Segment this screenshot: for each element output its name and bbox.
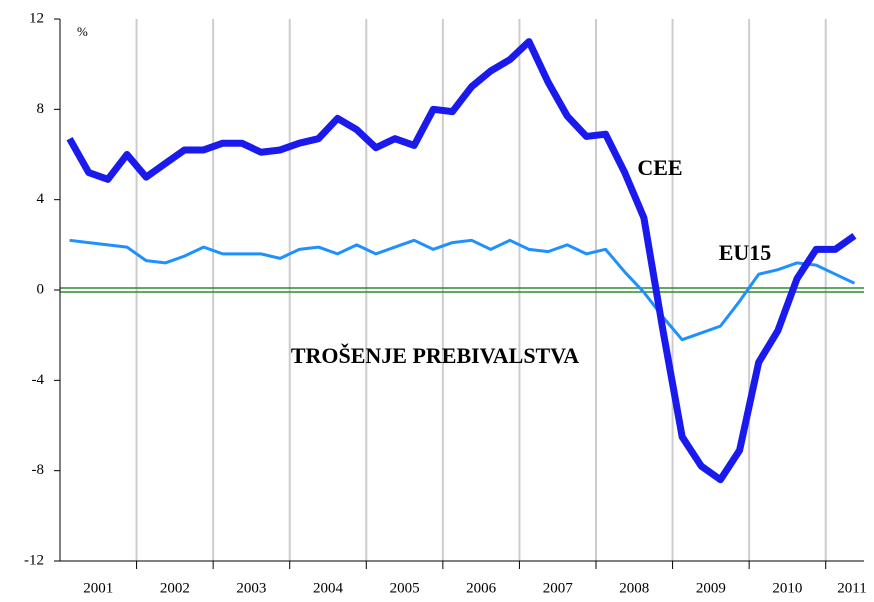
x-tick-label: 2006 xyxy=(466,580,497,596)
y-tick-label: 8 xyxy=(37,101,45,117)
x-tick-label: 2002 xyxy=(160,580,190,596)
series-line xyxy=(69,238,856,342)
x-tick-label: 2007 xyxy=(543,580,574,596)
series-line xyxy=(66,38,857,484)
y-tick-label: 0 xyxy=(37,281,45,297)
y-tick-label: -12 xyxy=(24,552,44,568)
x-tick-label: 2010 xyxy=(772,580,802,596)
annotation: EU15 xyxy=(719,240,772,265)
annotation: CEE xyxy=(637,155,682,180)
x-tick-label: 2005 xyxy=(390,580,420,596)
x-tick-label: 2003 xyxy=(236,580,266,596)
x-tick-label: 2011 xyxy=(837,580,866,596)
x-tick-label: 2001 xyxy=(83,580,113,596)
x-tick-label: 2009 xyxy=(696,580,726,596)
x-tick-label: 2008 xyxy=(619,580,649,596)
y-tick-label: -4 xyxy=(32,372,45,388)
y-tick-label: 4 xyxy=(37,191,45,207)
y-tick-label: 12 xyxy=(29,10,44,26)
annotation: TROŠENJE PREBIVALSTVA xyxy=(291,343,579,368)
y-unit: % xyxy=(77,24,88,39)
x-tick-label: 2004 xyxy=(313,580,344,596)
y-tick-label: -8 xyxy=(32,462,45,478)
